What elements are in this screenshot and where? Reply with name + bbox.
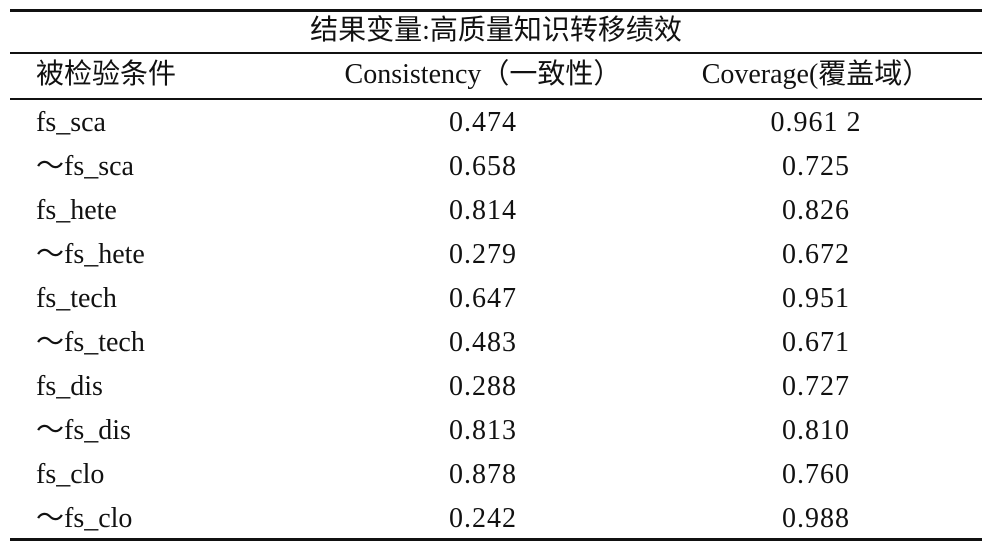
bottom-rule bbox=[10, 538, 982, 541]
table-title: 结果变量:高质量知识转移绩效 bbox=[310, 15, 682, 46]
condition-cell: fs_hete bbox=[36, 195, 117, 226]
value-cell: 0.242 bbox=[449, 503, 517, 534]
value-cell: 0.878 bbox=[449, 459, 517, 490]
title-rule bbox=[10, 52, 982, 54]
condition-cell: ～fs_tech bbox=[36, 327, 145, 358]
condition-cell: fs_sca bbox=[36, 107, 106, 138]
value-cell: 0.961 2 bbox=[770, 107, 862, 138]
condition-cell: ～fs_clo bbox=[36, 503, 133, 534]
condition-cell: ～fs_sca bbox=[36, 151, 134, 182]
value-cell: 0.810 bbox=[782, 415, 850, 446]
condition-cell: ～fs_hete bbox=[36, 239, 145, 270]
header-cell: Coverage(覆盖域） bbox=[701, 59, 931, 90]
value-cell: 0.288 bbox=[449, 371, 517, 402]
value-cell: 0.671 bbox=[782, 327, 850, 358]
condition-cell: fs_clo bbox=[36, 459, 105, 490]
value-cell: 0.647 bbox=[449, 283, 517, 314]
value-cell: 0.813 bbox=[449, 415, 517, 446]
header-cell: 被检验条件 bbox=[36, 59, 177, 90]
value-cell: 0.474 bbox=[449, 107, 517, 138]
value-cell: 0.658 bbox=[449, 151, 517, 182]
value-cell: 0.725 bbox=[782, 151, 850, 182]
condition-cell: ～fs_dis bbox=[36, 415, 131, 446]
value-cell: 0.760 bbox=[782, 459, 850, 490]
condition-cell: fs_tech bbox=[36, 283, 117, 314]
header-rule bbox=[10, 98, 982, 100]
value-cell: 0.826 bbox=[782, 195, 850, 226]
top-rule bbox=[10, 9, 982, 12]
header-cell: Consistency（一致性） bbox=[344, 59, 622, 90]
value-cell: 0.672 bbox=[782, 239, 850, 270]
condition-cell: fs_dis bbox=[36, 371, 103, 402]
value-cell: 0.988 bbox=[782, 503, 850, 534]
value-cell: 0.951 bbox=[782, 283, 850, 314]
value-cell: 0.279 bbox=[449, 239, 517, 270]
value-cell: 0.483 bbox=[449, 327, 517, 358]
value-cell: 0.814 bbox=[449, 195, 517, 226]
value-cell: 0.727 bbox=[782, 371, 850, 402]
